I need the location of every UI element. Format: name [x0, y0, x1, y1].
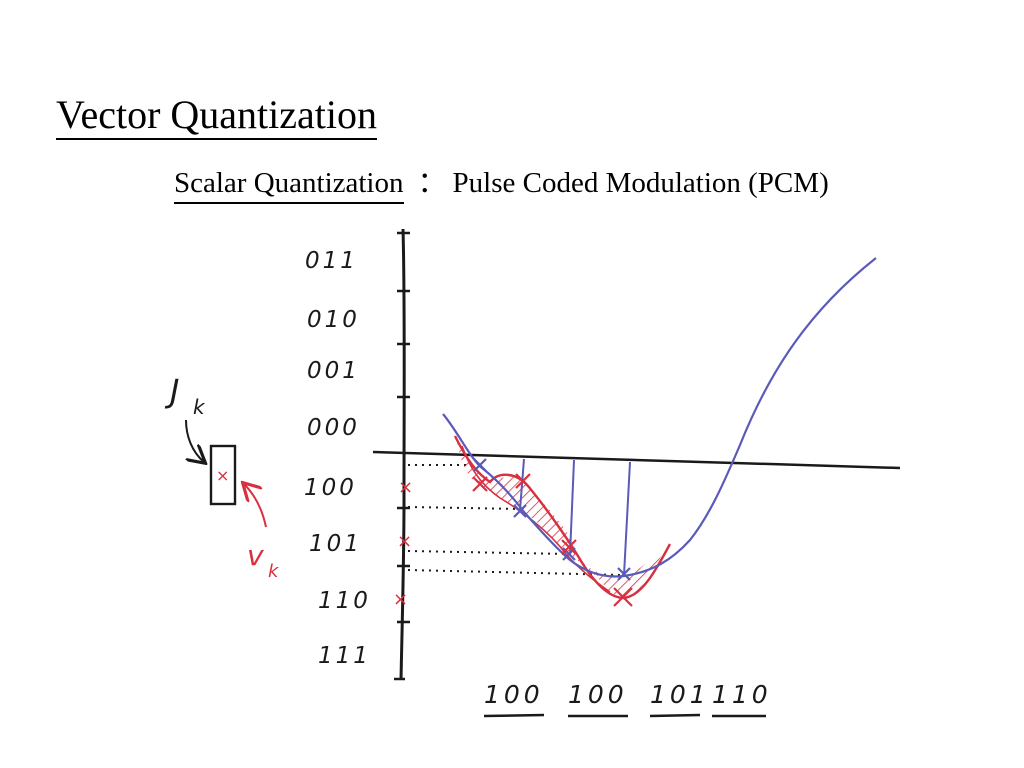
level-marks: × × × [393, 477, 413, 610]
code-word-box [209, 444, 237, 506]
level-code-001: 001 [307, 358, 360, 384]
output-code-underlines [483, 713, 766, 718]
level-mark-101: × [397, 531, 412, 552]
vertical-axis [399, 228, 406, 681]
output-code-2: 100 [568, 680, 628, 709]
sample-lines [519, 458, 631, 576]
level-code-labels: 011 010 001 000 100 101 110 111 [304, 248, 371, 669]
analog-signal [442, 257, 877, 578]
quantized-signal [453, 435, 672, 600]
slide-subtitle: Scalar Quantization ： Pulse Coded Modulati… [174, 166, 829, 204]
code-word-subscript: k [193, 395, 206, 419]
level-code-010: 010 [307, 307, 360, 333]
subtitle-description: Pulse Coded Modulation (PCM) [452, 167, 829, 199]
input-vector-subscript: k [268, 561, 280, 582]
level-code-110: 110 [318, 588, 371, 614]
level-code-000: 000 [307, 415, 360, 441]
input-vector-label: v [247, 539, 264, 572]
code-word-label: J [164, 372, 179, 410]
level-code-100: 100 [304, 475, 357, 501]
input-vector-arrow [244, 484, 267, 528]
level-mark-110: × [393, 589, 408, 610]
level-code-101: 101 [309, 531, 362, 557]
output-code-1: 100 [484, 680, 544, 709]
level-code-111: 111 [318, 643, 371, 669]
subtitle-separator: ： [417, 167, 447, 199]
axis-ticks [394, 231, 410, 681]
code-word-entry-mark: × [216, 466, 229, 485]
output-code-sequence: 100 100 101 110 [484, 680, 772, 709]
output-code-3: 101 [650, 680, 710, 709]
slide-title: Vector Quantization [56, 92, 377, 140]
level-code-011: 011 [305, 248, 358, 274]
level-mark-100: × [398, 477, 413, 498]
quantized-markers [472, 473, 633, 607]
horizontal-axis [372, 450, 901, 470]
projection-lines [407, 464, 623, 576]
output-code-4: 110 [712, 680, 772, 709]
subtitle-term: Scalar Quantization [174, 166, 404, 204]
code-word-arrow [185, 419, 204, 462]
